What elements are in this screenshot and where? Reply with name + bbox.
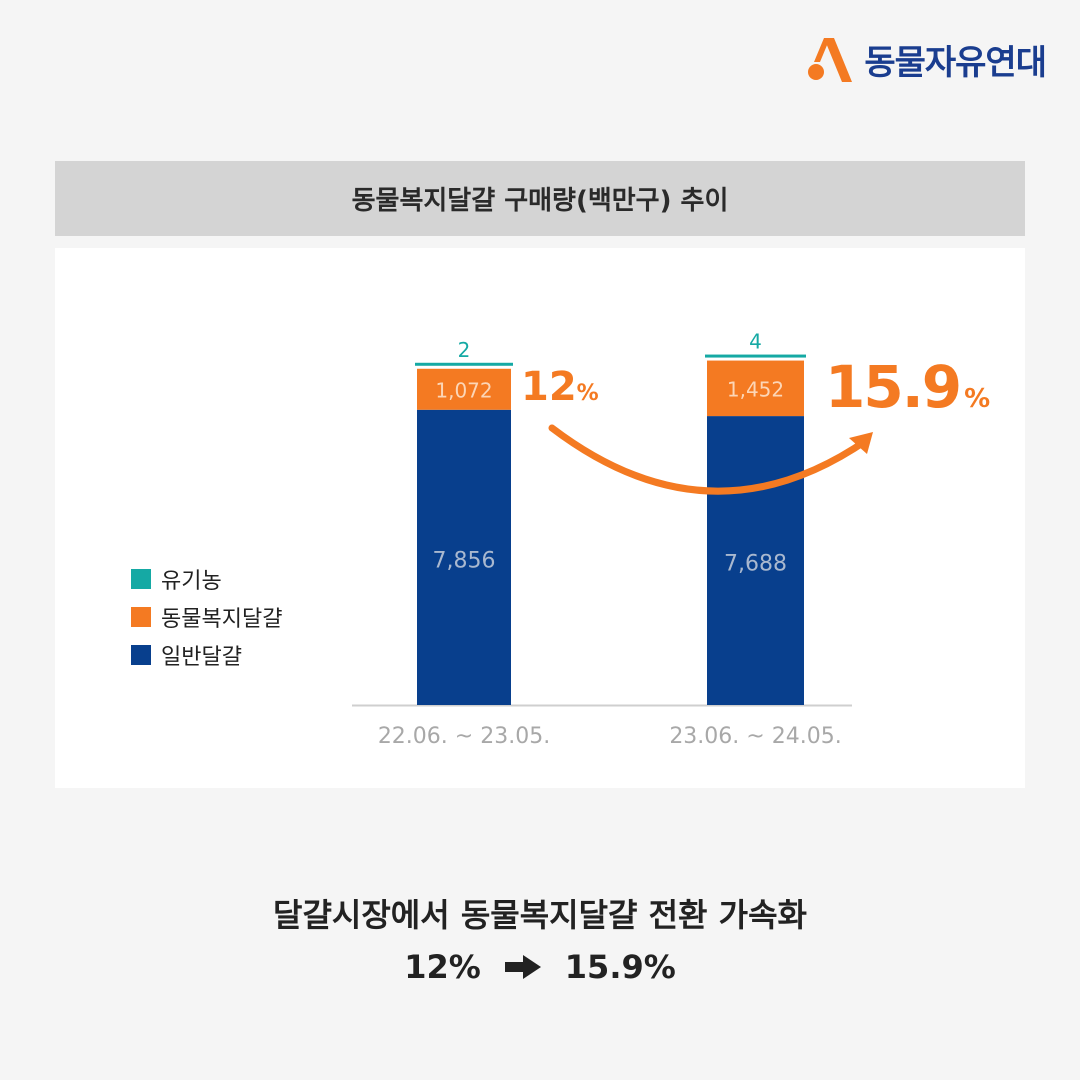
legend-item-organic: 유기농 xyxy=(131,566,282,594)
chart-title-band: 동물복지달걀 구매량(백만구) 추이 xyxy=(55,161,1025,236)
bar-general-1 xyxy=(417,409,511,705)
chart-panel: 7,856 1,072 2 22.06. ~ 23.05. 7,688 1,452 4 23.… xyxy=(55,248,1025,788)
chart-legend: 유기농 동물복지달걀 일반달걀 xyxy=(131,566,283,670)
legend-label-welfare: 동물복지달걀 xyxy=(161,607,283,632)
caption-from: 12% xyxy=(404,948,481,986)
legend-label-general: 일반달걀 xyxy=(161,645,242,670)
brand-name: 동물자유연대 xyxy=(864,42,1047,83)
x-tick-label-2: 23.06. ~ 24.05. xyxy=(669,724,841,749)
bar-organic-1 xyxy=(415,362,513,366)
legend-item-general: 일반달걀 xyxy=(131,642,282,670)
share-label-2: 15.9% xyxy=(825,353,990,421)
caption-to: 15.9% xyxy=(564,948,676,986)
growth-arrow-curve xyxy=(548,424,871,495)
caption-change: 12% 15.9% xyxy=(0,948,1080,986)
brand-logo-icon xyxy=(808,38,853,82)
share-label-1: 12% xyxy=(521,364,599,410)
bar-welfare-1 xyxy=(417,368,511,410)
data-label-welfare-1: 1,072 xyxy=(435,378,492,402)
growth-arrow-head-icon xyxy=(849,432,873,454)
legend-item-welfare: 동물복지달걀 xyxy=(131,604,283,632)
legend-swatch-general xyxy=(131,645,151,665)
data-label-organic-1: 2 xyxy=(458,338,471,362)
legend-label-organic: 유기농 xyxy=(161,569,222,594)
caption-headline: 달걀시장에서 동물복지달걀 전환 가속화 xyxy=(273,896,807,934)
legend-swatch-organic xyxy=(131,569,151,589)
data-label-general-2: 7,688 xyxy=(724,552,787,577)
stacked-bar-chart: 7,856 1,072 2 22.06. ~ 23.05. 7,688 1,452 4 23.… xyxy=(352,330,992,749)
bar-organic-2 xyxy=(705,354,806,358)
brand-logo: 동물자유연대 xyxy=(804,32,1047,86)
right-arrow-icon xyxy=(504,955,541,979)
data-label-welfare-2: 1,452 xyxy=(727,377,784,401)
data-label-organic-2: 4 xyxy=(749,330,762,354)
legend-swatch-welfare xyxy=(131,607,151,627)
data-label-general-1: 7,856 xyxy=(433,548,496,573)
x-tick-label-1: 22.06. ~ 23.05. xyxy=(378,724,550,749)
chart-title: 동물복지달걀 구매량(백만구) 추이 xyxy=(351,186,729,216)
bar-general-2 xyxy=(707,416,804,705)
bar-welfare-2 xyxy=(707,360,804,417)
